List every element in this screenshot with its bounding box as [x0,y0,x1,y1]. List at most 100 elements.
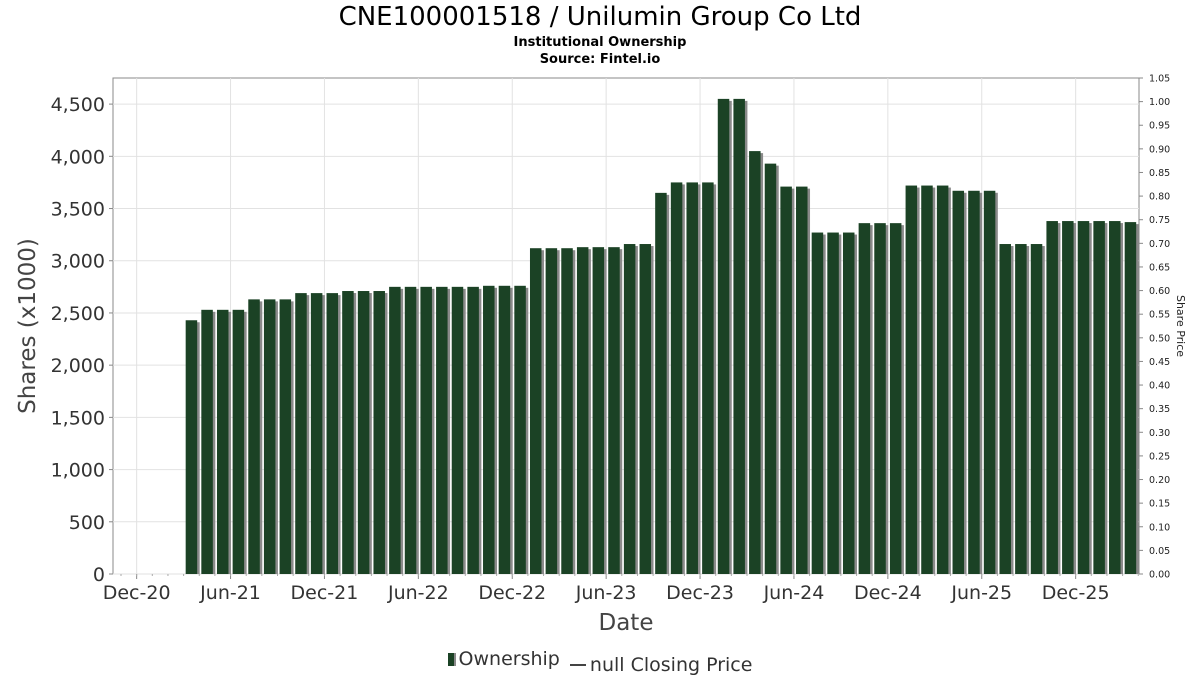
y-tick-label: 4,000 [51,146,105,168]
bar [326,293,339,574]
y2-tick-label: 1.00 [1149,97,1170,108]
y2-axis: 0.00 0.05 0.10 0.15 0.20 0.25 0.30 0.35 0.40 0.45… [1139,74,1170,581]
bar [185,320,198,574]
price-line-swatch-icon [569,663,586,666]
y-axis-title: Shares (x1000) [15,238,41,414]
bar [999,244,1011,574]
bar [702,182,714,574]
y2-tick-label: 0.15 [1149,499,1170,510]
bar [764,163,777,575]
y2-tick-label: 0.40 [1149,381,1170,392]
x-tick-label: Dec-24 [854,582,922,604]
bar [1124,222,1137,574]
legend-price-label: null Closing Price [589,653,753,676]
x-tick-label: Jun-23 [575,582,637,604]
bar-series [185,98,1139,575]
x-tick-label: Jun-24 [763,582,825,604]
y2-tick-label: 0.95 [1149,121,1170,132]
y2-tick-label: 0.05 [1149,546,1170,557]
bar [373,291,385,574]
x-tick-label: Dec-20 [103,582,171,604]
bar [216,309,229,574]
chart-title: CNE100001518 / Unilumin Group Co Ltd [338,2,862,32]
y2-tick-label: 0.70 [1149,239,1170,250]
bar [811,232,824,574]
bar [749,151,761,575]
legend: Ownership null Closing Price [0,648,1200,676]
bar [436,286,448,574]
y2-tick-label: 0.80 [1149,192,1170,203]
bar [686,182,698,574]
y-tick-label: 1,000 [51,460,105,482]
bar [623,244,636,574]
y2-tick-label: 0.55 [1149,310,1170,321]
y2-tick-label: 0.25 [1149,451,1170,462]
y-tick-label: 500 [69,512,105,534]
y-tick-label: 3,500 [51,199,105,221]
bar [545,248,558,575]
bar [201,309,213,574]
x-tick-label: Dec-21 [291,582,359,604]
x-tick-label: Dec-22 [478,582,546,604]
bar [404,286,417,574]
bar [733,98,745,574]
y2-tick-label: 0.75 [1149,215,1170,226]
y-tick-label: 2,000 [51,355,105,377]
bar [263,299,276,574]
x-tick-label: Jun-25 [950,582,1012,604]
bar [889,223,902,574]
x-tick-label: Dec-25 [1042,582,1110,604]
bar [905,185,918,574]
bar [389,286,401,574]
bar [529,248,542,575]
bar [310,293,323,574]
bar [1062,221,1074,575]
y2-tick-label: 0.00 [1149,570,1170,581]
bar [295,293,307,574]
bar [232,309,245,574]
ownership-swatch-icon [447,652,456,666]
bar [498,285,511,574]
bar [1109,221,1121,575]
bar [483,285,495,574]
bar [827,232,839,574]
bar [1077,221,1090,575]
bar [921,185,933,574]
bar [561,248,573,575]
bar [1015,244,1027,574]
y2-tick-label: 1.05 [1149,74,1170,85]
bar [639,244,652,574]
x-axis: Dec-20 Jun-21 Dec-21 Jun-22 Dec-22 Jun-23 Dec-… [103,574,1139,604]
y2-tick-label: 0.20 [1149,475,1170,486]
y2-tick-label: 0.65 [1149,262,1170,273]
bar [514,285,526,574]
x-tick-label: Jun-22 [387,582,449,604]
bar [357,291,370,574]
y-tick-label: 3,000 [51,251,105,273]
bar [983,190,996,575]
bar [1030,244,1043,574]
legend-ownership-label: Ownership [458,648,560,670]
bar [608,247,620,574]
y2-tick-label: 0.90 [1149,144,1170,155]
y-tick-label: 4,500 [51,94,105,116]
legend-item-ownership: Ownership [447,648,560,670]
y2-axis-title: Share Price [1174,295,1187,357]
bar [780,186,792,574]
bar [655,192,667,574]
chart-subtitle: Institutional Ownership [513,35,687,50]
y-tick-label: 0 [93,564,105,586]
bar [451,286,464,574]
bar [1093,221,1105,575]
bar [936,185,949,574]
y-tick-label: 2,500 [51,303,105,325]
y2-tick-label: 0.35 [1149,404,1170,415]
bar [842,232,855,574]
y2-tick-label: 0.60 [1149,286,1170,297]
x-tick-label: Jun-21 [199,582,261,604]
x-axis-title: Date [599,610,654,636]
bar [858,223,871,574]
bar [968,190,980,575]
bar [874,223,886,574]
